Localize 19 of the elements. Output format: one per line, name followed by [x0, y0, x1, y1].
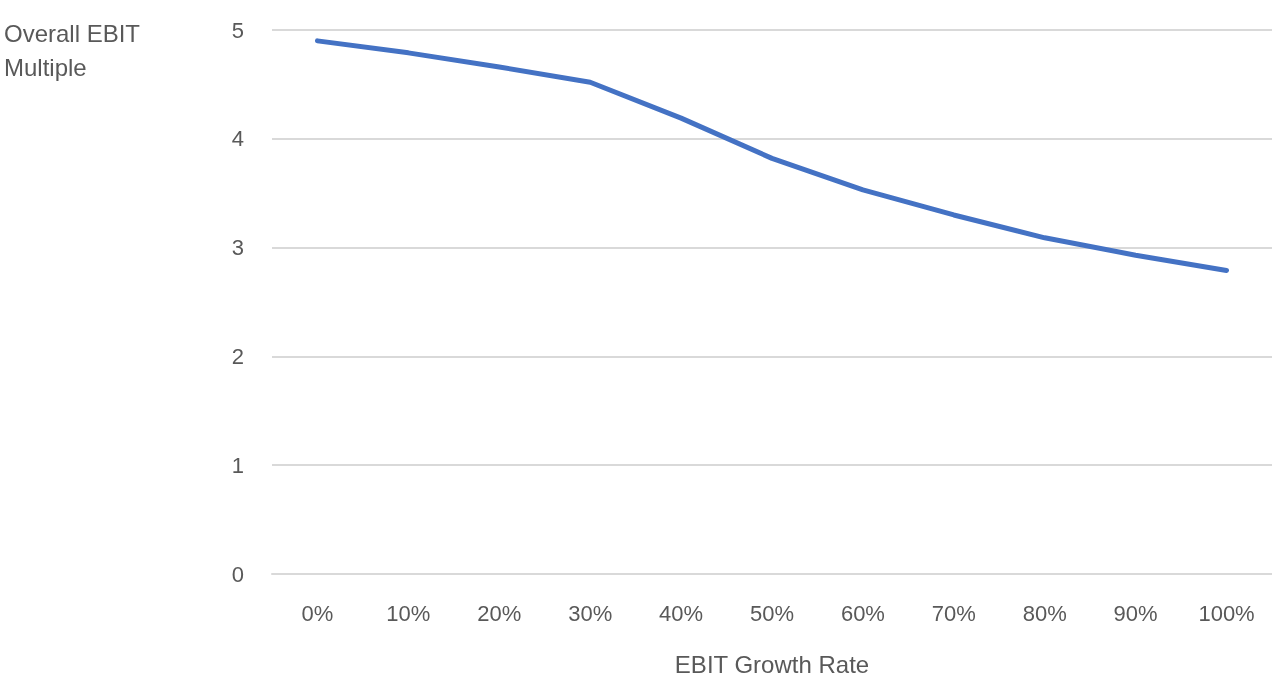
- x-tick-label: 40%: [659, 600, 704, 626]
- y-tick-label: 5: [231, 17, 244, 43]
- x-tick-label: 10%: [386, 600, 431, 626]
- x-tick-label: 100%: [1198, 600, 1255, 626]
- y-axis-title: Overall EBIT Multiple: [4, 19, 147, 81]
- x-tick-label: 90%: [1113, 600, 1158, 626]
- x-tick-label: 70%: [931, 600, 976, 626]
- y-tick-label: 2: [231, 343, 244, 369]
- x-tick-label: 30%: [568, 600, 613, 626]
- y-tick-label: 3: [231, 235, 244, 261]
- y-tick-label: 4: [231, 126, 244, 152]
- x-tick-label: 0%: [301, 600, 334, 626]
- x-tick-label: 60%: [840, 600, 885, 626]
- x-tick-label: 20%: [477, 600, 522, 626]
- x-axis-title: EBIT Growth Rate: [674, 650, 870, 678]
- x-tick-label: 80%: [1022, 600, 1067, 626]
- y-tick-label: 0: [231, 561, 244, 587]
- y-tick-label: 1: [231, 452, 244, 478]
- x-tick-label: 50%: [749, 600, 795, 626]
